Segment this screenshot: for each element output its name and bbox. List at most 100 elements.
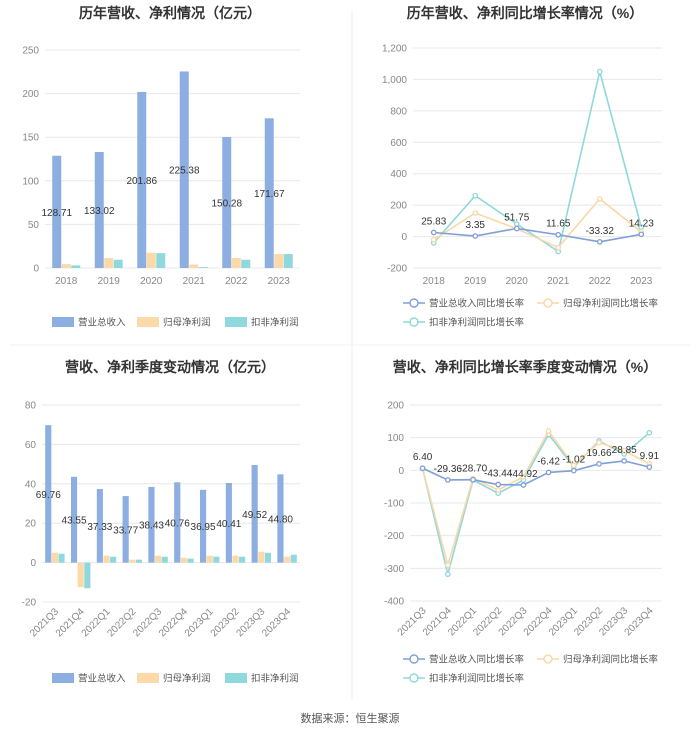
bar-net-profit [189, 264, 199, 268]
bar-net-profit [104, 257, 114, 268]
legend: 营业总收入 归母净利润 扣非净利润 [52, 673, 299, 685]
legend-swatch [225, 673, 247, 683]
revenue-growth-line [433, 227, 642, 243]
bar-deducted-profit [84, 562, 91, 589]
bar-deducted-profit [290, 554, 297, 563]
y-tick-label: -100 [384, 499, 404, 510]
net-profit-growth-point [570, 462, 577, 469]
y-tick-label: -200 [387, 264, 407, 275]
legend-label: 营业总收入 [78, 673, 126, 685]
x-tick-label: 2020 [506, 276, 529, 287]
legend-label: 营业总收入同比增长率 [429, 298, 525, 310]
legend-swatch [52, 673, 74, 683]
growth-data-label: 25.83 [421, 217, 446, 228]
x-tick-label: 2023 [630, 276, 653, 287]
x-tick-label: 2021 [547, 276, 570, 287]
growth-data-label: -43.44 [484, 469, 513, 480]
bar-deducted-profit [198, 267, 208, 268]
net-profit-growth-line [421, 429, 650, 569]
y-tick-label: 80 [25, 401, 37, 412]
revenue-data-label: 201.86 [126, 176, 157, 187]
x-tick-label: 2022 [225, 276, 248, 287]
bar-revenue [264, 118, 274, 268]
legend-label: 归母净利润同比增长率 [563, 298, 659, 310]
bar-deducted-profit [156, 253, 166, 268]
revenue-data-label: 128.71 [41, 208, 72, 219]
legend-marker [409, 673, 419, 683]
legend-marker [409, 298, 419, 308]
legend-label: 扣非净利润 [251, 317, 299, 329]
bar-net-profit [232, 555, 239, 563]
bar-revenue [277, 474, 284, 563]
bar-net-profit [206, 555, 213, 563]
revenue-data-label: 171.67 [254, 189, 285, 200]
revenue-growth-point [621, 458, 628, 464]
legend-marker [543, 654, 553, 664]
y-tick-label: 150 [22, 133, 39, 144]
growth-data-label: -28.70 [459, 464, 488, 475]
legend-marker [409, 317, 419, 327]
chart-title: 历年营收、净利情况（亿元） [79, 5, 261, 21]
revenue-growth-point [596, 461, 602, 467]
net-profit-growth-point [430, 236, 437, 243]
bar-net-profit [155, 555, 162, 563]
net-profit-growth-point [621, 447, 628, 454]
y-tick-label: 600 [390, 138, 407, 149]
y-tick-label: 1,000 [382, 75, 407, 86]
legend-swatch [52, 317, 74, 327]
revenue-growth-point [419, 465, 426, 472]
revenue-growth-point [596, 238, 603, 245]
revenue-growth-line [422, 460, 650, 486]
deducted-profit-growth-point [596, 68, 603, 75]
net-profit-growth-point [472, 210, 479, 216]
revenue-data-label: 44.80 [268, 514, 293, 525]
revenue-growth-point [570, 467, 577, 474]
data-source-label: 数据来源：恒生聚源 [301, 711, 400, 725]
revenue-growth-point [430, 229, 437, 236]
growth-data-label: -6.42 [537, 456, 560, 467]
bar-revenue [70, 476, 78, 563]
growth-data-label: -44.92 [509, 469, 538, 480]
y-tick-label: -400 [384, 597, 404, 608]
growth-data-label: 51.75 [504, 212, 529, 223]
net-profit-growth-point [545, 428, 552, 434]
bar-net-profit [51, 552, 58, 563]
y-tick-label: 200 [390, 201, 407, 212]
revenue-data-label: 36.95 [191, 522, 216, 533]
legend-swatch [225, 317, 247, 327]
y-tick-label: 0 [401, 232, 407, 243]
bar-deducted-profit [113, 259, 123, 268]
bar-revenue [96, 489, 103, 563]
chart-title: 历年营收、净利同比增长率情况（%） [407, 5, 643, 21]
bar-net-profit [274, 254, 284, 268]
x-tick-label: 2019 [464, 276, 487, 287]
x-tick-label: 2023Q4 [623, 605, 656, 638]
revenue-growth-point [470, 476, 476, 483]
x-tick-label: 2019 [98, 276, 121, 287]
y-tick-label: 100 [387, 433, 404, 444]
revenue-growth-point [555, 231, 562, 238]
legend-label: 归母净利润 [163, 673, 211, 685]
bar-revenue [52, 155, 62, 268]
revenue-growth-point [444, 477, 451, 483]
revenue-data-label: 37.33 [87, 522, 112, 533]
legend-swatch [137, 673, 159, 683]
legend-label: 归母净利润同比增长率 [563, 654, 659, 666]
x-tick-label: 2018 [55, 276, 78, 287]
legend-marker [543, 298, 553, 308]
revenue-data-label: 40.41 [216, 519, 241, 530]
x-tick-label: 2022 [589, 276, 612, 287]
growth-data-label: 11.65 [546, 219, 571, 230]
y-tick-label: 0 [30, 558, 36, 569]
revenue-growth-point [646, 464, 653, 470]
y-tick-label: 1,200 [382, 44, 407, 55]
deducted-profit-growth-point [472, 192, 479, 199]
bar-deducted-profit [264, 552, 272, 563]
bar-deducted-profit [283, 254, 293, 268]
revenue-growth-point [495, 481, 502, 488]
revenue-data-label: 49.52 [242, 510, 267, 521]
bar-revenue [148, 486, 155, 563]
